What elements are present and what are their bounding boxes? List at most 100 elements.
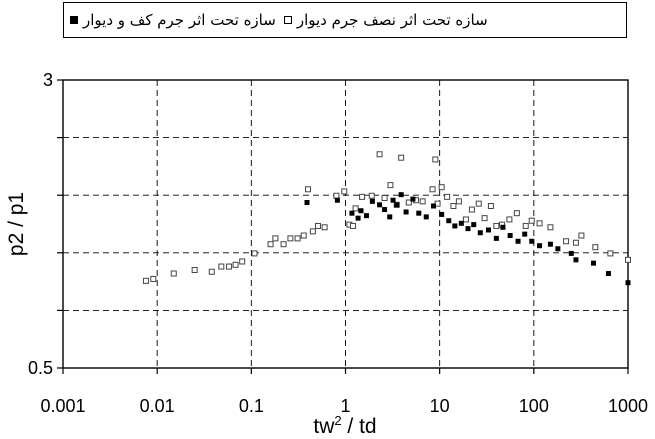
y-tick-label: 3 (43, 70, 53, 90)
y-tick-label: 0.5 (28, 358, 53, 378)
data-point-floor-and-wall (529, 238, 535, 244)
legend-label-half-wall: سازه تحت اثر نصف جرم دیوار (296, 11, 488, 29)
filled-square-icon (70, 16, 78, 24)
x-tick-label: 0.01 (140, 396, 175, 416)
data-point-floor-and-wall (458, 220, 464, 226)
data-point-floor-and-wall (403, 209, 409, 215)
data-point-half-wall (280, 241, 287, 248)
data-point-half-wall (387, 182, 394, 189)
data-point-half-wall (309, 228, 316, 235)
data-point-half-wall (522, 222, 529, 229)
data-point-floor-and-wall (446, 218, 452, 224)
x-tick-label: 1 (340, 396, 350, 416)
data-point-floor-and-wall (439, 211, 445, 217)
x-axis-title: tw2 / td (313, 413, 376, 438)
data-point-half-wall (368, 192, 375, 199)
data-point-floor-and-wall (416, 210, 422, 216)
data-point-floor-and-wall (390, 197, 396, 203)
axis-ticks: 0.001 0.01 0.1 1 10 100 1000 0.5 3 (28, 70, 648, 416)
data-point-half-wall (528, 217, 535, 224)
data-point-floor-and-wall (423, 214, 429, 220)
data-point-floor-and-wall (522, 231, 528, 237)
data-point-half-wall (226, 263, 233, 270)
x-tick-label: 10 (430, 396, 450, 416)
data-point-floor-and-wall (590, 260, 596, 266)
data-point-half-wall (398, 154, 405, 161)
x-tick-label: 0.1 (239, 396, 264, 416)
data-point-half-wall (462, 216, 469, 223)
data-point-half-wall (405, 199, 412, 206)
data-point-half-wall (218, 263, 225, 270)
x-axis-title-base: tw (313, 415, 335, 438)
data-point-half-wall (607, 250, 614, 257)
data-point-half-wall (294, 235, 301, 242)
data-point-half-wall (381, 194, 388, 201)
data-point-half-wall (536, 220, 543, 227)
x-tick-label: 1000 (608, 396, 648, 416)
data-point-half-wall (513, 210, 520, 217)
data-point-floor-and-wall (304, 200, 310, 206)
data-point-half-wall (352, 205, 359, 212)
data-point-floor-and-wall (363, 213, 369, 219)
legend: سازه تحت اثر جرم کف و دیوار سازه تحت اثر… (63, 2, 627, 38)
data-point-floor-and-wall (452, 223, 458, 229)
x-tick-label: 100 (519, 396, 549, 416)
data-point-floor-and-wall (465, 226, 471, 232)
data-point-half-wall (444, 193, 451, 200)
data-point-floor-and-wall (477, 230, 483, 236)
data-point-half-wall (438, 184, 445, 191)
data-point-half-wall (239, 258, 246, 265)
data-point-half-wall (341, 188, 348, 195)
x-axis-title-superscript: 2 (334, 413, 341, 428)
legend-item-half-wall: سازه تحت اثر نصف جرم دیوار (283, 11, 488, 29)
legend-label-floor-and-wall: سازه تحت اثر جرم کف و دیوار (83, 11, 276, 29)
y-axis-title: p2 / p1 (5, 192, 28, 256)
hollow-square-icon (283, 16, 292, 24)
data-point-floor-and-wall (485, 227, 491, 233)
data-point-half-wall (349, 222, 356, 229)
data-point-half-wall (287, 235, 294, 242)
data-point-half-wall (625, 256, 631, 263)
data-point-floor-and-wall (493, 235, 499, 241)
data-points (142, 151, 631, 286)
legend-item-floor-and-wall: سازه تحت اثر جرم کف و دیوار (70, 11, 276, 29)
data-point-floor-and-wall (394, 202, 400, 208)
data-point-floor-and-wall (500, 224, 506, 230)
data-point-floor-and-wall (605, 271, 611, 277)
data-point-floor-and-wall (387, 214, 393, 220)
data-point-floor-and-wall (382, 207, 388, 213)
x-axis-title-tail: / td (342, 415, 377, 438)
data-point-floor-and-wall (625, 280, 631, 286)
data-point-floor-and-wall (555, 246, 561, 252)
gridlines (63, 80, 628, 368)
data-point-half-wall (142, 277, 149, 284)
data-point-half-wall (506, 216, 513, 223)
data-point-half-wall (563, 238, 570, 245)
data-point-half-wall (487, 202, 494, 209)
data-point-half-wall (481, 215, 488, 222)
data-point-floor-and-wall (471, 222, 477, 228)
data-point-floor-and-wall (568, 250, 574, 256)
data-point-floor-and-wall (355, 215, 361, 221)
data-point-floor-and-wall (547, 241, 553, 247)
data-point-floor-and-wall (334, 197, 340, 203)
data-point-half-wall (572, 239, 579, 246)
data-point-half-wall (455, 198, 462, 205)
data-point-floor-and-wall (430, 203, 436, 209)
data-point-half-wall (432, 156, 439, 163)
data-point-floor-and-wall (377, 202, 383, 208)
data-point-half-wall (419, 198, 426, 205)
data-point-half-wall (267, 241, 274, 248)
data-point-floor-and-wall (410, 196, 416, 202)
data-point-floor-and-wall (369, 198, 375, 204)
x-tick-label: 0.001 (40, 396, 85, 416)
data-point-half-wall (314, 222, 321, 229)
data-point-half-wall (493, 222, 500, 229)
data-point-floor-and-wall (537, 243, 543, 249)
data-point-floor-and-wall (507, 233, 513, 239)
data-point-half-wall (305, 186, 312, 193)
data-point-half-wall (321, 224, 328, 231)
data-point-half-wall (191, 266, 198, 273)
data-point-floor-and-wall (349, 210, 355, 216)
data-point-half-wall (359, 193, 366, 200)
